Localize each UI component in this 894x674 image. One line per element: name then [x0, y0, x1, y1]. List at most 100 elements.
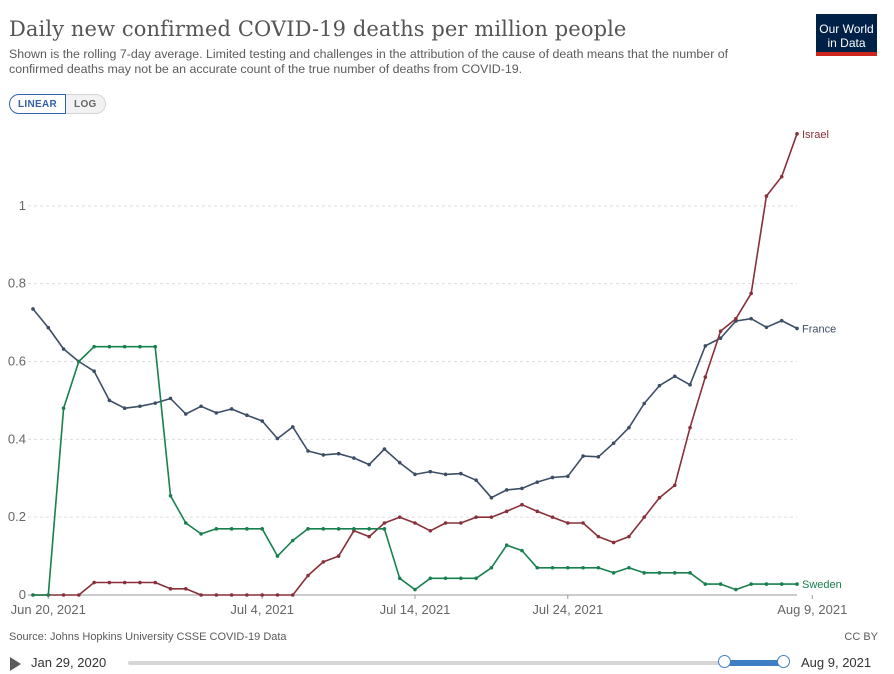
data-point-france — [138, 404, 142, 409]
data-point-sweden — [229, 527, 234, 531]
owid-logo[interactable]: Our World in Data — [816, 14, 877, 56]
data-point-france — [535, 480, 540, 484]
data-point-france — [199, 404, 203, 409]
log-scale-button[interactable]: LOG — [66, 94, 106, 114]
data-point-israel — [611, 540, 616, 545]
data-point-sweden — [122, 344, 127, 349]
data-point-sweden — [306, 527, 310, 531]
data-point-sweden — [61, 406, 66, 411]
data-point-france — [581, 454, 585, 458]
data-point-israel — [718, 329, 723, 333]
data-point-sweden — [703, 582, 708, 586]
x-tick-label: Aug 9, 2021 — [777, 602, 847, 617]
logo-line-2: in Data — [827, 36, 866, 50]
data-point-france — [443, 472, 448, 477]
data-point-israel — [596, 534, 601, 539]
data-point-israel — [306, 573, 310, 578]
data-point-israel — [459, 521, 463, 525]
data-point-france — [428, 469, 433, 474]
data-point-israel — [107, 580, 112, 585]
data-point-sweden — [764, 582, 769, 586]
data-point-sweden — [474, 576, 478, 581]
source-note[interactable]: Source: Johns Hopkins University CSSE CO… — [9, 631, 287, 643]
logo-line-1: Our World — [819, 22, 874, 36]
y-tick-label: 0.8 — [8, 276, 26, 291]
data-point-israel — [413, 521, 417, 525]
data-point-israel — [474, 515, 478, 519]
data-point-sweden — [550, 565, 555, 570]
timeline-start-handle[interactable] — [718, 655, 731, 668]
data-point-israel — [61, 593, 66, 597]
data-point-sweden — [260, 527, 265, 531]
data-point-sweden — [489, 565, 494, 570]
data-point-sweden — [367, 527, 371, 531]
data-point-france — [61, 347, 66, 351]
data-point-france — [229, 407, 234, 411]
data-point-sweden — [611, 571, 616, 575]
timeline-selection[interactable] — [725, 660, 784, 666]
data-point-france — [489, 495, 494, 500]
data-point-sweden — [535, 565, 540, 570]
data-point-france — [321, 453, 326, 457]
data-point-sweden — [31, 593, 35, 597]
data-point-israel — [199, 593, 203, 597]
data-point-france — [107, 398, 112, 403]
line-chart: 0 0.2 0.4 0.6 0.8 1 Jun 20, 2021 Jul 4, 2021 Jul… — [8, 129, 847, 617]
chart-subtitle: Shown is the rolling 7-day average. Limi… — [9, 47, 729, 76]
linear-scale-button[interactable]: LINEAR — [9, 94, 67, 114]
data-point-israel — [153, 580, 158, 585]
data-point-sweden — [382, 527, 387, 531]
data-point-sweden — [642, 571, 646, 575]
data-point-israel — [627, 534, 631, 539]
data-point-france — [336, 451, 341, 456]
data-point-sweden — [657, 571, 662, 575]
timeline-track[interactable] — [128, 661, 786, 665]
y-tick-label: 0.6 — [8, 354, 26, 369]
data-point-sweden — [397, 576, 402, 581]
data-point-sweden — [734, 587, 738, 592]
data-point-france — [596, 455, 601, 459]
data-point-sweden — [443, 576, 448, 581]
data-point-france — [764, 325, 769, 330]
data-point-france — [397, 460, 402, 465]
data-point-france — [214, 411, 219, 415]
license-link[interactable]: CC BY — [844, 631, 878, 643]
series-label-sweden: Sweden — [802, 579, 842, 591]
data-point-israel — [77, 593, 81, 597]
data-point-israel — [168, 586, 173, 591]
data-point-france — [718, 336, 723, 340]
data-point-sweden — [275, 554, 280, 558]
data-point-israel — [764, 194, 769, 198]
y-tick-label: 0.4 — [8, 431, 26, 446]
data-point-france — [657, 383, 662, 388]
data-point-france — [260, 419, 265, 423]
data-point-sweden — [413, 587, 417, 592]
data-point-sweden — [520, 548, 524, 553]
data-point-france — [504, 488, 509, 492]
data-point-sweden — [581, 565, 585, 570]
data-point-israel — [92, 580, 96, 585]
data-point-france — [352, 456, 356, 460]
data-point-sweden — [184, 521, 188, 525]
data-point-france — [184, 412, 188, 416]
play-icon[interactable] — [10, 657, 21, 671]
data-point-sweden — [596, 565, 601, 570]
data-point-france — [413, 472, 417, 477]
data-point-israel — [214, 593, 219, 597]
data-point-israel — [321, 560, 326, 564]
data-point-sweden — [459, 576, 463, 581]
data-point-france — [520, 486, 524, 491]
timeline-end-handle[interactable] — [777, 655, 790, 668]
data-point-sweden — [92, 344, 96, 349]
data-point-israel — [138, 580, 142, 585]
data-point-france — [566, 474, 570, 479]
data-point-sweden — [779, 582, 784, 586]
data-point-sweden — [245, 527, 249, 531]
data-point-israel — [290, 593, 295, 597]
data-point-sweden — [290, 538, 295, 543]
data-point-israel — [734, 316, 738, 321]
data-point-france — [306, 449, 310, 453]
data-point-israel — [443, 521, 448, 525]
data-point-sweden — [688, 571, 692, 575]
y-tick-label: 0 — [19, 587, 26, 602]
